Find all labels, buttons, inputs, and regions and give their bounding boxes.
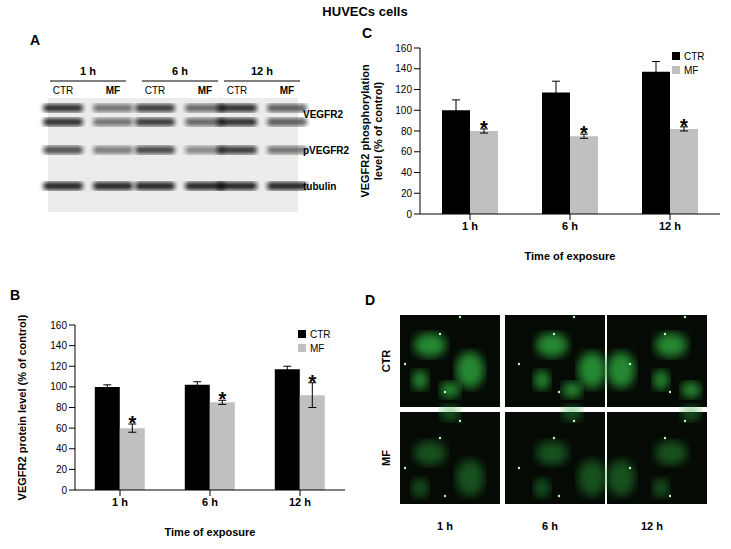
svg-text:pVEGFR2: pVEGFR2 <box>303 145 350 156</box>
svg-text:40: 40 <box>401 167 413 178</box>
svg-text:MF: MF <box>380 450 392 466</box>
svg-text:HUVECs cells: HUVECs cells <box>322 4 407 19</box>
svg-text:*: * <box>218 388 226 410</box>
svg-text:40: 40 <box>56 443 68 454</box>
svg-text:6 h: 6 h <box>202 496 218 508</box>
svg-text:VEGFR2: VEGFR2 <box>303 109 343 120</box>
svg-text:120: 120 <box>50 361 67 372</box>
svg-text:160: 160 <box>50 320 67 331</box>
svg-text:1 h: 1 h <box>80 65 96 77</box>
svg-text:120: 120 <box>395 84 412 95</box>
svg-text:D: D <box>365 292 375 308</box>
svg-text:B: B <box>10 287 20 303</box>
svg-text:*: * <box>308 371 316 393</box>
svg-text:80: 80 <box>401 126 413 137</box>
svg-text:C: C <box>362 25 372 41</box>
svg-text:140: 140 <box>50 340 67 351</box>
svg-text:80: 80 <box>56 402 68 413</box>
svg-text:MF: MF <box>198 85 212 96</box>
svg-text:tubulin: tubulin <box>303 181 336 192</box>
svg-text:20: 20 <box>56 464 68 475</box>
svg-text:6 h: 6 h <box>562 220 578 232</box>
svg-text:12 h: 12 h <box>659 220 681 232</box>
svg-text:140: 140 <box>395 63 412 74</box>
svg-text:0: 0 <box>61 485 67 496</box>
svg-text:20: 20 <box>401 188 413 199</box>
svg-text:MF: MF <box>684 65 698 76</box>
svg-text:*: * <box>680 115 688 137</box>
svg-text:100: 100 <box>395 105 412 116</box>
svg-text:CTR: CTR <box>310 329 331 340</box>
svg-text:60: 60 <box>401 146 413 157</box>
svg-text:CTR: CTR <box>380 350 392 373</box>
svg-text:60: 60 <box>56 423 68 434</box>
svg-text:CTR: CTR <box>53 85 74 96</box>
svg-text:1 h: 1 h <box>437 520 453 532</box>
svg-text:*: * <box>580 122 588 144</box>
svg-text:VEGFR2 phosphorylationlevel (%: VEGFR2 phosphorylationlevel (% of contro… <box>359 64 384 198</box>
svg-text:*: * <box>480 117 488 139</box>
svg-text:12 h: 12 h <box>641 520 663 532</box>
svg-text:CTR: CTR <box>227 85 248 96</box>
svg-text:Time of exposure: Time of exposure <box>525 250 616 262</box>
svg-text:12 h: 12 h <box>289 496 311 508</box>
svg-text:160: 160 <box>395 43 412 54</box>
svg-text:12 h: 12 h <box>251 65 273 77</box>
svg-text:1 h: 1 h <box>112 496 128 508</box>
svg-text:MF: MF <box>310 343 324 354</box>
svg-text:MF: MF <box>280 85 294 96</box>
svg-text:0: 0 <box>406 209 412 220</box>
svg-text:VEGFR2 protein level (% of con: VEGFR2 protein level (% of control) <box>16 314 28 500</box>
svg-text:1 h: 1 h <box>462 220 478 232</box>
svg-text:A: A <box>30 32 40 48</box>
svg-text:MF: MF <box>106 85 120 96</box>
svg-text:100: 100 <box>50 381 67 392</box>
svg-text:CTR: CTR <box>145 85 166 96</box>
svg-text:*: * <box>128 412 136 434</box>
svg-text:6 h: 6 h <box>172 65 188 77</box>
svg-text:CTR: CTR <box>684 51 705 62</box>
svg-text:6 h: 6 h <box>542 520 558 532</box>
svg-text:Time of exposure: Time of exposure <box>165 526 256 538</box>
